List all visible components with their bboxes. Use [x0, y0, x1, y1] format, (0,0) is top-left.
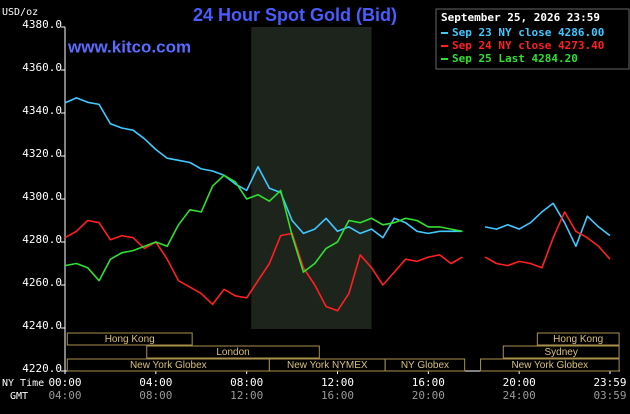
- x-tick-label: 12:00: [321, 376, 354, 389]
- session-label: New York NYMEX: [287, 360, 368, 371]
- x-tick-label: 20:00: [503, 376, 536, 389]
- session-box: [536, 332, 620, 346]
- y-tick-label: 4300.0: [22, 190, 62, 203]
- timestamp: September 25, 2026 23:59: [441, 11, 600, 24]
- gmt-tick-label: 16:00: [321, 389, 354, 402]
- x-tick-label: 08:00: [230, 376, 263, 389]
- x2-axis-label: GMT: [10, 391, 28, 402]
- y-axis-label: USD/oz: [2, 7, 38, 18]
- gmt-tick-label: 24:00: [503, 389, 536, 402]
- y-tick-label: 4360.0: [22, 61, 62, 74]
- gmt-tick-label: 04:00: [48, 389, 81, 402]
- gmt-tick-label: 12:00: [230, 389, 263, 402]
- session-box: [480, 358, 620, 372]
- session-label: New York Globex: [511, 360, 588, 371]
- session-label: Hong Kong: [553, 334, 603, 345]
- session-box: [384, 358, 466, 372]
- legend-box: [435, 8, 630, 70]
- watermark: www.kitco.com: [67, 37, 191, 56]
- series-line: [64, 174, 463, 282]
- x-axis-label: NY Time: [2, 378, 44, 389]
- legend-entry: Sep 24 NY close 4273.40: [452, 39, 604, 52]
- session-label: New York Globex: [130, 360, 207, 371]
- y-tick-label: 4340.0: [22, 104, 62, 117]
- y-tick-label: 4260.0: [22, 276, 62, 289]
- session-label: NY Globex: [401, 360, 449, 371]
- y-tick-label: 4320.0: [22, 147, 62, 160]
- legend-entry: Sep 23 NY close 4286.00: [452, 26, 604, 39]
- x-tick-label: 00:00: [48, 376, 81, 389]
- legend-entry: Sep 25 Last 4284.20: [452, 52, 578, 65]
- gmt-tick-label: 20:00: [412, 389, 445, 402]
- y-tick-label: 4240.0: [22, 319, 62, 332]
- chart-title: 24 Hour Spot Gold (Bid): [193, 5, 397, 25]
- x-tick-label: 16:00: [412, 376, 445, 389]
- session-box: [66, 332, 193, 346]
- x-tick-label: 04:00: [139, 376, 172, 389]
- session-box: [146, 345, 320, 359]
- session-label: London: [216, 347, 249, 358]
- y-tick-label: 4280.0: [22, 233, 62, 246]
- gmt-tick-label: 08:00: [139, 389, 172, 402]
- y-tick-label: 4220.0: [22, 362, 62, 375]
- shaded-period: [251, 27, 372, 329]
- session-label: Hong Kong: [105, 334, 155, 345]
- session-box: [502, 345, 620, 359]
- series-line: [64, 211, 611, 312]
- y-tick-label: 4380.0: [22, 18, 62, 31]
- x-tick-label: 23:59: [593, 376, 626, 389]
- gmt-tick-label: 03:59: [593, 389, 626, 402]
- session-label: Sydney: [544, 347, 577, 358]
- series-line: [64, 97, 611, 248]
